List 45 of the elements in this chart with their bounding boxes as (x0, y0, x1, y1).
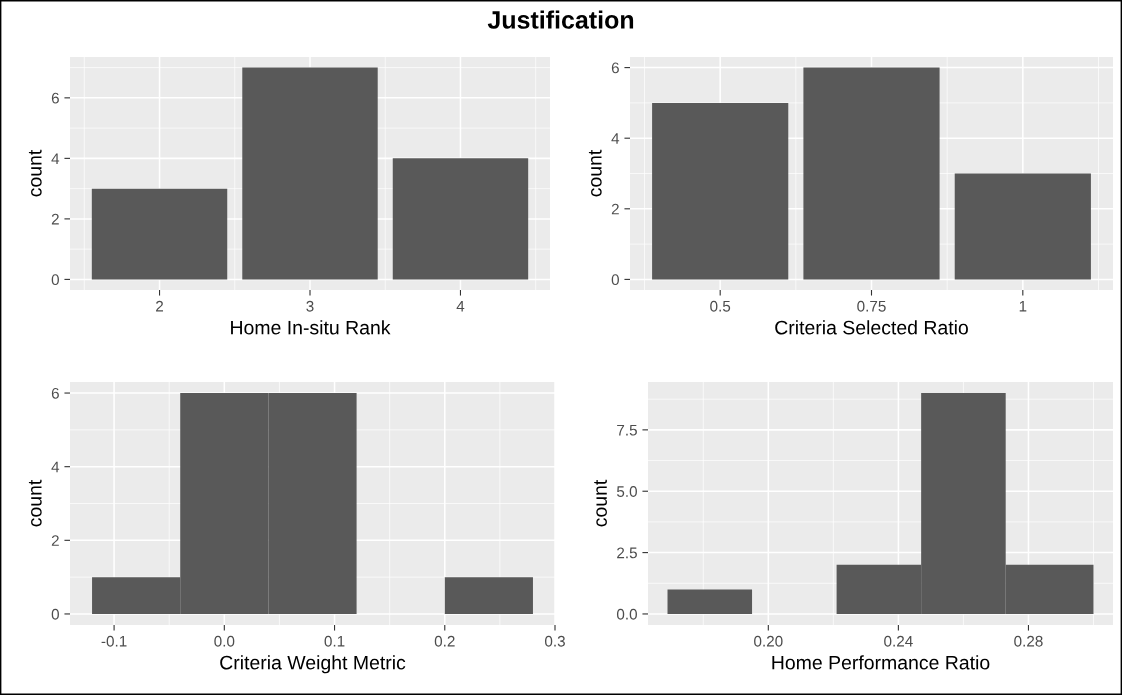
y-tick-label: 2 (51, 213, 59, 225)
x-tick-label: 0.2 (434, 635, 455, 647)
x-axis-title: Criteria Weight Metric (220, 655, 406, 674)
y-tick-label: 6 (611, 62, 619, 74)
y-tick-label: 4 (51, 461, 60, 473)
y-tick-label: 2 (611, 203, 619, 215)
bar (242, 67, 378, 280)
chart-title: Justification (487, 10, 634, 29)
bar (652, 102, 789, 280)
y-tick-label: 2.5 (617, 547, 637, 559)
y-tick-label: 0.0 (616, 608, 637, 620)
x-tick-label: 0.24 (884, 635, 913, 647)
x-tick-label: 4 (456, 300, 465, 312)
x-tick-label: 0.5 (710, 300, 731, 312)
y-tick-label: 0 (611, 274, 619, 286)
y-axis-title: count (588, 149, 602, 197)
x-tick-label: 0.0 (214, 635, 235, 647)
x-axis-title: Home In-situ Rank (231, 320, 391, 335)
x-axis-title: Criteria Selected Ratio (775, 320, 968, 335)
y-axis-title: count (28, 149, 42, 197)
x-tick-label: 0.3 (544, 635, 565, 647)
x-tick-label: 0.20 (754, 635, 783, 647)
y-axis-title: count (28, 479, 42, 527)
x-tick-label: 0.28 (1014, 635, 1043, 647)
y-tick-label: 4 (611, 133, 620, 144)
y-tick-label: 5.0 (616, 486, 637, 497)
x-tick-label: -0.1 (101, 635, 127, 647)
y-tick-label: 7.5 (617, 424, 637, 436)
y-tick-label: 4 (51, 153, 60, 164)
x-tick-label: 3 (306, 300, 314, 312)
bar (954, 173, 1091, 280)
bar (392, 158, 529, 280)
bar (91, 188, 228, 280)
x-tick-label: 0.75 (857, 300, 886, 312)
x-tick-label: 2 (156, 300, 164, 312)
x-tick-label: 0.1 (324, 635, 345, 647)
y-tick-label: 6 (51, 92, 59, 104)
y-tick-label: 0 (51, 274, 59, 286)
y-tick-label: 6 (51, 387, 59, 399)
y-axis-title: count (594, 479, 607, 527)
x-tick-label: 1 (1019, 300, 1027, 312)
bar (803, 67, 940, 280)
y-tick-label: 2 (51, 535, 59, 546)
y-tick-label: 0 (51, 608, 59, 620)
x-axis-title: Home Performance Ratio (772, 655, 990, 670)
